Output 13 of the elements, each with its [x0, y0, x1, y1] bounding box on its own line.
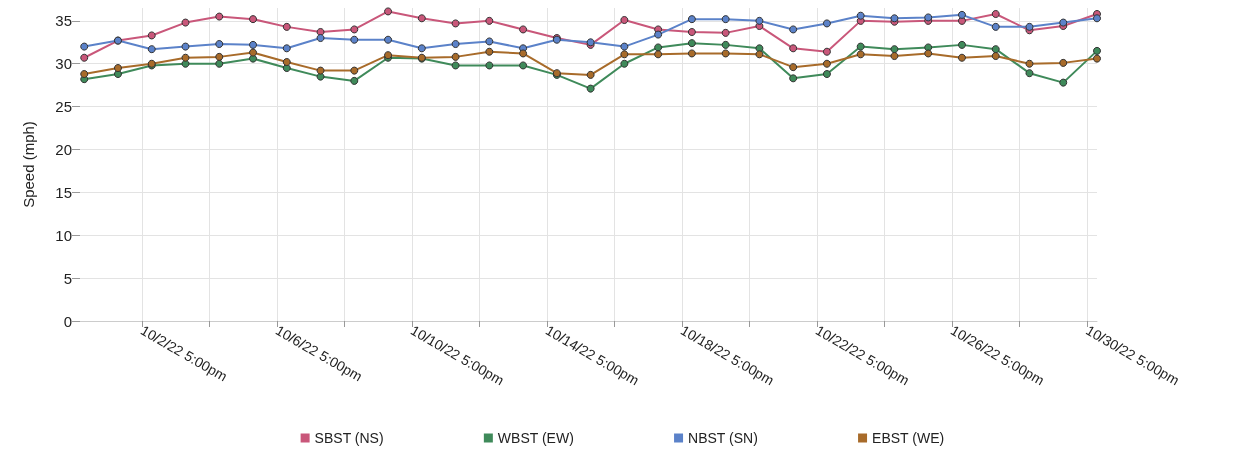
y-tick-label: 25: [55, 98, 72, 116]
y-tick-label: 20: [55, 140, 72, 158]
y-tick-label: 15: [55, 183, 72, 201]
y-tick-label: 5: [63, 269, 72, 287]
y-tick-label: 10: [55, 226, 72, 244]
y-tick-label: 0: [63, 312, 72, 330]
legend-label: NBST (SN): [688, 430, 758, 446]
y-tick-label: 30: [55, 55, 72, 73]
y-tick-label: 35: [55, 12, 72, 30]
y-axis-title: Speed (mph): [20, 121, 37, 208]
legend-label: WBST (EW): [497, 430, 574, 446]
legend-label: EBST (WE): [872, 430, 945, 446]
legend-label: SBST (NS): [314, 430, 384, 446]
